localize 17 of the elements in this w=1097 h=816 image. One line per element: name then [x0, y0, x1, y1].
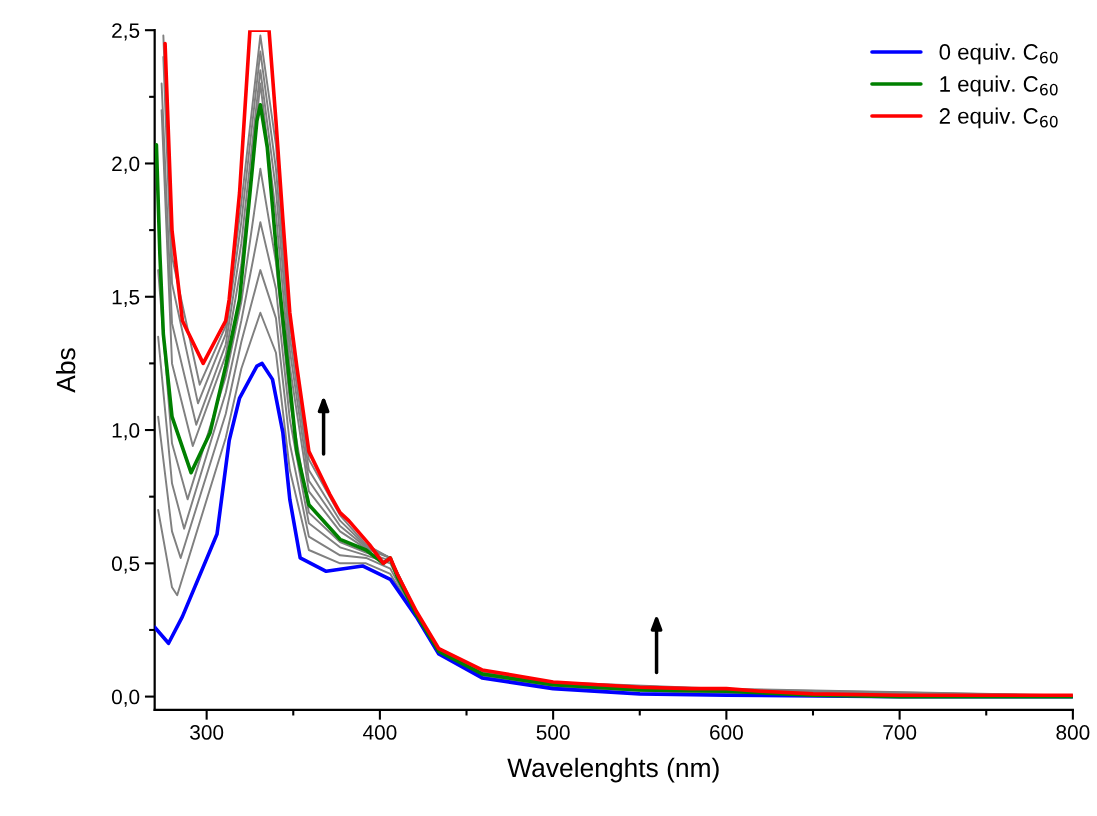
- legend-label: 1 equiv. C$_{60}$: [940, 75, 1058, 97]
- y-tick-label: 0,5: [111, 556, 140, 574]
- x-tick-label: 500: [536, 725, 570, 740]
- legend-label: 0 equiv. C$_{60}$: [939, 43, 1058, 65]
- y-tick-label: 0,0: [111, 689, 140, 707]
- x-tick-label: 700: [883, 725, 917, 740]
- y-tick-label: 2,0: [112, 156, 140, 174]
- x-tick-label: 800: [1056, 725, 1090, 740]
- y-tick-label: 2,5: [112, 23, 140, 41]
- y-tick-label: 1,5: [112, 289, 140, 307]
- x-tick-label: 600: [710, 725, 743, 740]
- y-axis-title: Abs: [55, 348, 76, 393]
- x-tick-label: 300: [190, 725, 224, 740]
- legend-label: 2 equiv. C$_{60}$: [939, 107, 1058, 129]
- y-tick-label: 1,0: [112, 423, 140, 441]
- x-axis-title: Wavelenghts (nm): [507, 757, 719, 783]
- x-tick-label: 400: [362, 725, 397, 740]
